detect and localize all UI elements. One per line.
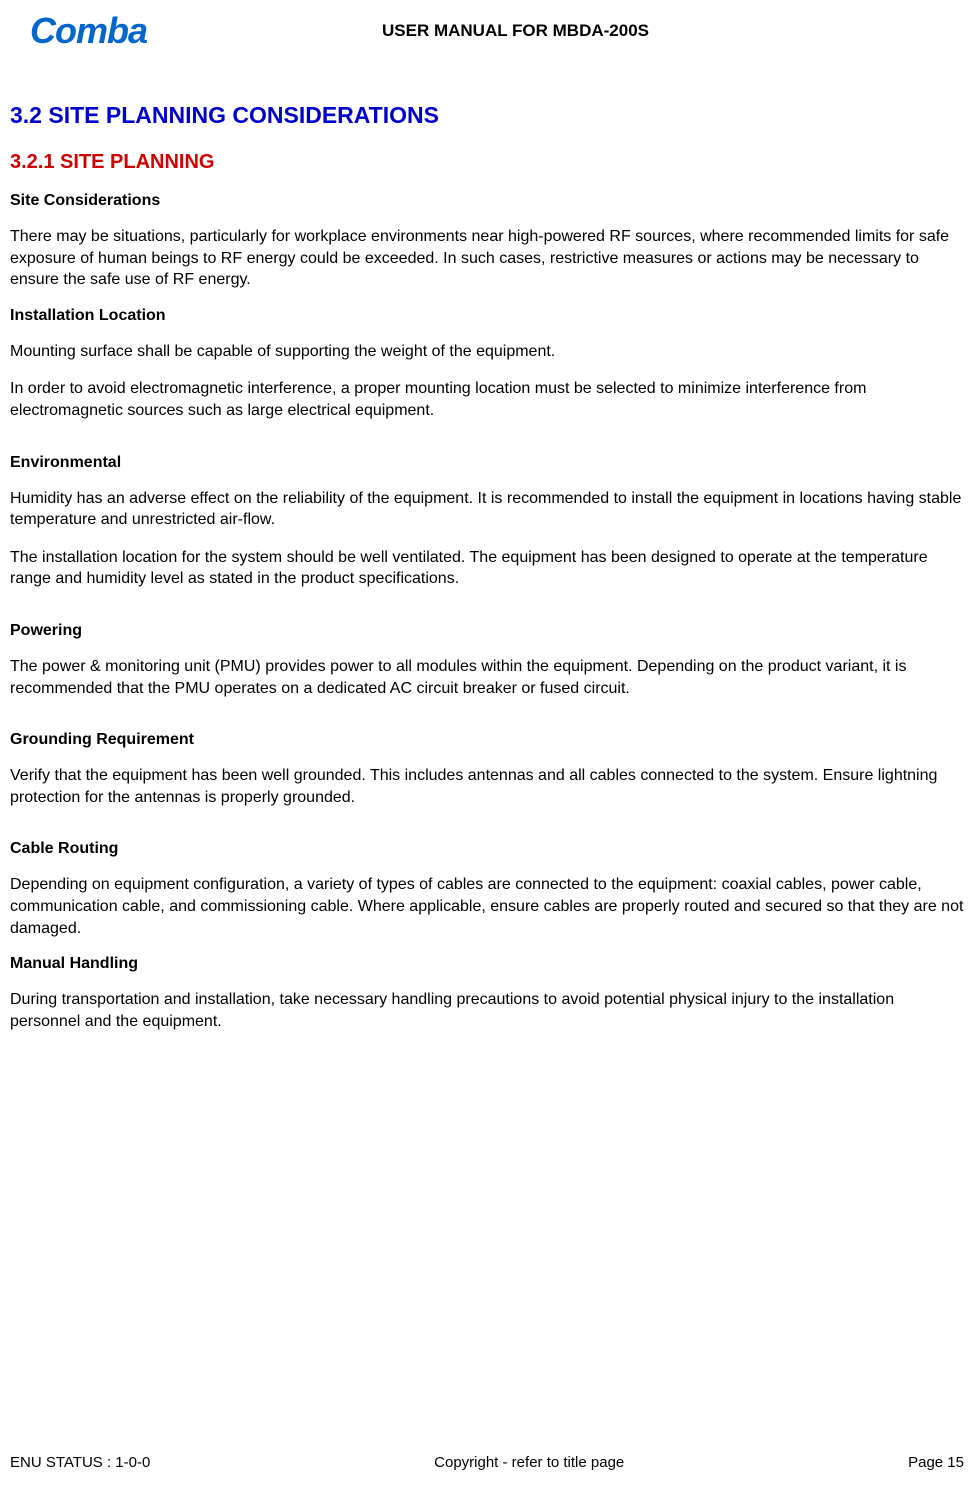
topic-heading: Environmental	[10, 454, 964, 472]
section-heading: 3.2 SITE PLANNING CONSIDERATIONS	[10, 102, 964, 129]
body-text: The installation location for the system…	[10, 547, 964, 590]
topic-heading: Powering	[10, 622, 964, 640]
header-title: USER MANUAL FOR MBDA-200S	[67, 21, 964, 41]
page-header: Comba USER MANUAL FOR MBDA-200S	[0, 0, 974, 52]
page-footer: ENU STATUS : 1-0-0 Copyright - refer to …	[10, 1454, 964, 1471]
footer-copyright: Copyright - refer to title page	[434, 1454, 624, 1471]
subsection-heading: 3.2.1 SITE PLANNING	[10, 151, 964, 174]
topic-heading: Site Considerations	[10, 192, 964, 210]
topic-heading: Grounding Requirement	[10, 731, 964, 749]
body-text: The power & monitoring unit (PMU) provid…	[10, 656, 964, 699]
body-text: In order to avoid electromagnetic interf…	[10, 378, 964, 421]
topic-heading: Manual Handling	[10, 955, 964, 973]
body-text: Mounting surface shall be capable of sup…	[10, 341, 964, 363]
body-text: During transportation and installation, …	[10, 989, 964, 1032]
body-text: Humidity has an adverse effect on the re…	[10, 488, 964, 531]
body-text: There may be situations, particularly fo…	[10, 226, 964, 291]
topic-heading: Cable Routing	[10, 840, 964, 858]
body-text: Depending on equipment configuration, a …	[10, 874, 964, 939]
topic-heading: Installation Location	[10, 307, 964, 325]
footer-status: ENU STATUS : 1-0-0	[10, 1454, 150, 1471]
page-content: 3.2 SITE PLANNING CONSIDERATIONS 3.2.1 S…	[0, 52, 974, 1032]
footer-page-number: Page 15	[908, 1454, 964, 1471]
body-text: Verify that the equipment has been well …	[10, 765, 964, 808]
